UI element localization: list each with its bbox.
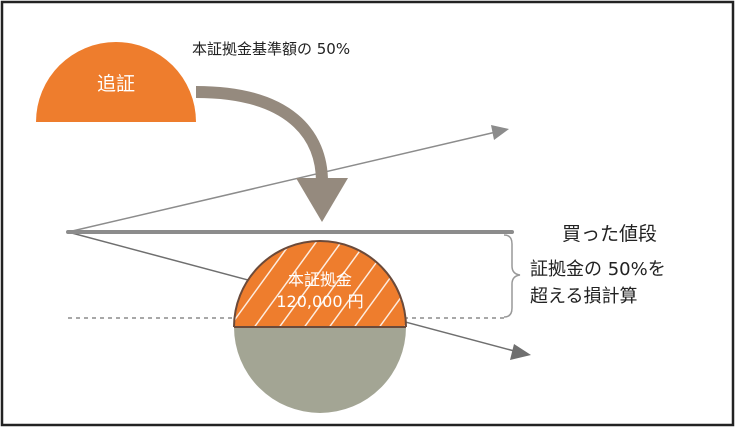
bought-price-label: 買った値段	[562, 223, 657, 245]
upper-trend-line	[67, 131, 497, 233]
transfer-arrowhead	[296, 178, 348, 222]
margin-outline	[233, 240, 407, 328]
loss-label-line1: 証拠金の 50%を	[530, 259, 666, 280]
top-note-label: 本証拠金基準額の 50%	[192, 40, 350, 58]
loss-bracket	[503, 234, 521, 318]
margin-title-label: 本証拠金	[288, 270, 352, 289]
margin-call-half-circle	[36, 42, 196, 122]
transfer-arrow-shaft	[195, 86, 328, 183]
margin-call-label: 追証	[97, 73, 135, 95]
loss-half-circle	[234, 327, 406, 413]
margin-amount-label: 120,000 円	[276, 292, 363, 311]
upper-arrowhead	[491, 125, 509, 140]
lower-arrowhead	[510, 344, 531, 360]
loss-label-line2: 超える損計算	[530, 286, 637, 307]
